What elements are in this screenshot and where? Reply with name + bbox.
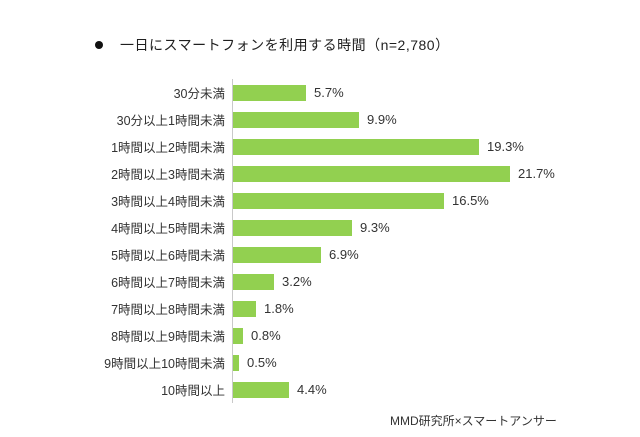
value-label: 6.9% — [329, 247, 359, 262]
bar — [233, 273, 274, 290]
value-label: 19.3% — [487, 139, 524, 154]
category-label: 7時間以上8時間未満 — [111, 303, 225, 317]
category-label: 5時間以上6時間未満 — [111, 249, 225, 263]
chart-row: 4時間以上5時間未満 9.3% — [0, 214, 640, 241]
value-label: 0.5% — [247, 355, 277, 370]
category-label: 4時間以上5時間未満 — [111, 222, 225, 236]
bar — [233, 327, 243, 344]
value-label: 1.8% — [264, 301, 294, 316]
category-label: 6時間以上7時間未満 — [111, 276, 225, 290]
chart-row: 2時間以上3時間未満 21.7% — [0, 160, 640, 187]
category-label: 30分未満 — [173, 87, 225, 101]
value-label: 9.3% — [360, 220, 390, 235]
bullet-icon — [95, 41, 103, 49]
y-axis-line — [232, 79, 233, 403]
value-label: 0.8% — [251, 328, 281, 343]
chart-row: 30分以上1時間未満 9.9% — [0, 106, 640, 133]
chart-row: 7時間以上8時間未満 1.8% — [0, 295, 640, 322]
bar — [233, 300, 256, 317]
category-label: 3時間以上4時間未満 — [111, 195, 225, 209]
category-label: 9時間以上10時間未満 — [104, 357, 225, 371]
bar — [233, 354, 239, 371]
chart-row: 9時間以上10時間未満 0.5% — [0, 349, 640, 376]
chart-row: 6時間以上7時間未満 3.2% — [0, 268, 640, 295]
chart-row: 5時間以上6時間未満 6.9% — [0, 241, 640, 268]
chart-row: 8時間以上9時間未満 0.8% — [0, 322, 640, 349]
chart-row: 1時間以上2時間未満 19.3% — [0, 133, 640, 160]
value-label: 4.4% — [297, 382, 327, 397]
bar — [233, 165, 510, 182]
value-label: 21.7% — [518, 166, 555, 181]
value-label: 16.5% — [452, 193, 489, 208]
bar — [233, 381, 289, 398]
category-label: 2時間以上3時間未満 — [111, 168, 225, 182]
chart-rows: 30分未満 5.7% 30分以上1時間未満 9.9% 1時間以上2時間未満 19.3% 2時… — [0, 79, 640, 403]
bar — [233, 84, 306, 101]
bar — [233, 138, 479, 155]
category-label: 30分以上1時間未満 — [116, 114, 225, 128]
bar — [233, 219, 352, 236]
chart-title: 一日にスマートフォンを利用する時間（n=2,780） — [120, 37, 450, 53]
chart-row: 3時間以上4時間未満 16.5% — [0, 187, 640, 214]
chart-title-row: 一日にスマートフォンを利用する時間（n=2,780） — [95, 36, 450, 54]
category-label: 1時間以上2時間未満 — [111, 141, 225, 155]
bar — [233, 111, 359, 128]
value-label: 9.9% — [367, 112, 397, 127]
value-label: 3.2% — [282, 274, 312, 289]
value-label: 5.7% — [314, 85, 344, 100]
bar — [233, 246, 321, 263]
chart-row: 30分未満 5.7% — [0, 79, 640, 106]
category-label: 10時間以上 — [161, 384, 225, 398]
source-credit: MMD研究所×スマートアンサー — [390, 414, 557, 428]
category-label: 8時間以上9時間未満 — [111, 330, 225, 344]
bar — [233, 192, 444, 209]
bar-chart: 30分未満 5.7% 30分以上1時間未満 9.9% 1時間以上2時間未満 19.3% 2時… — [0, 79, 640, 403]
chart-row: 10時間以上 4.4% — [0, 376, 640, 403]
